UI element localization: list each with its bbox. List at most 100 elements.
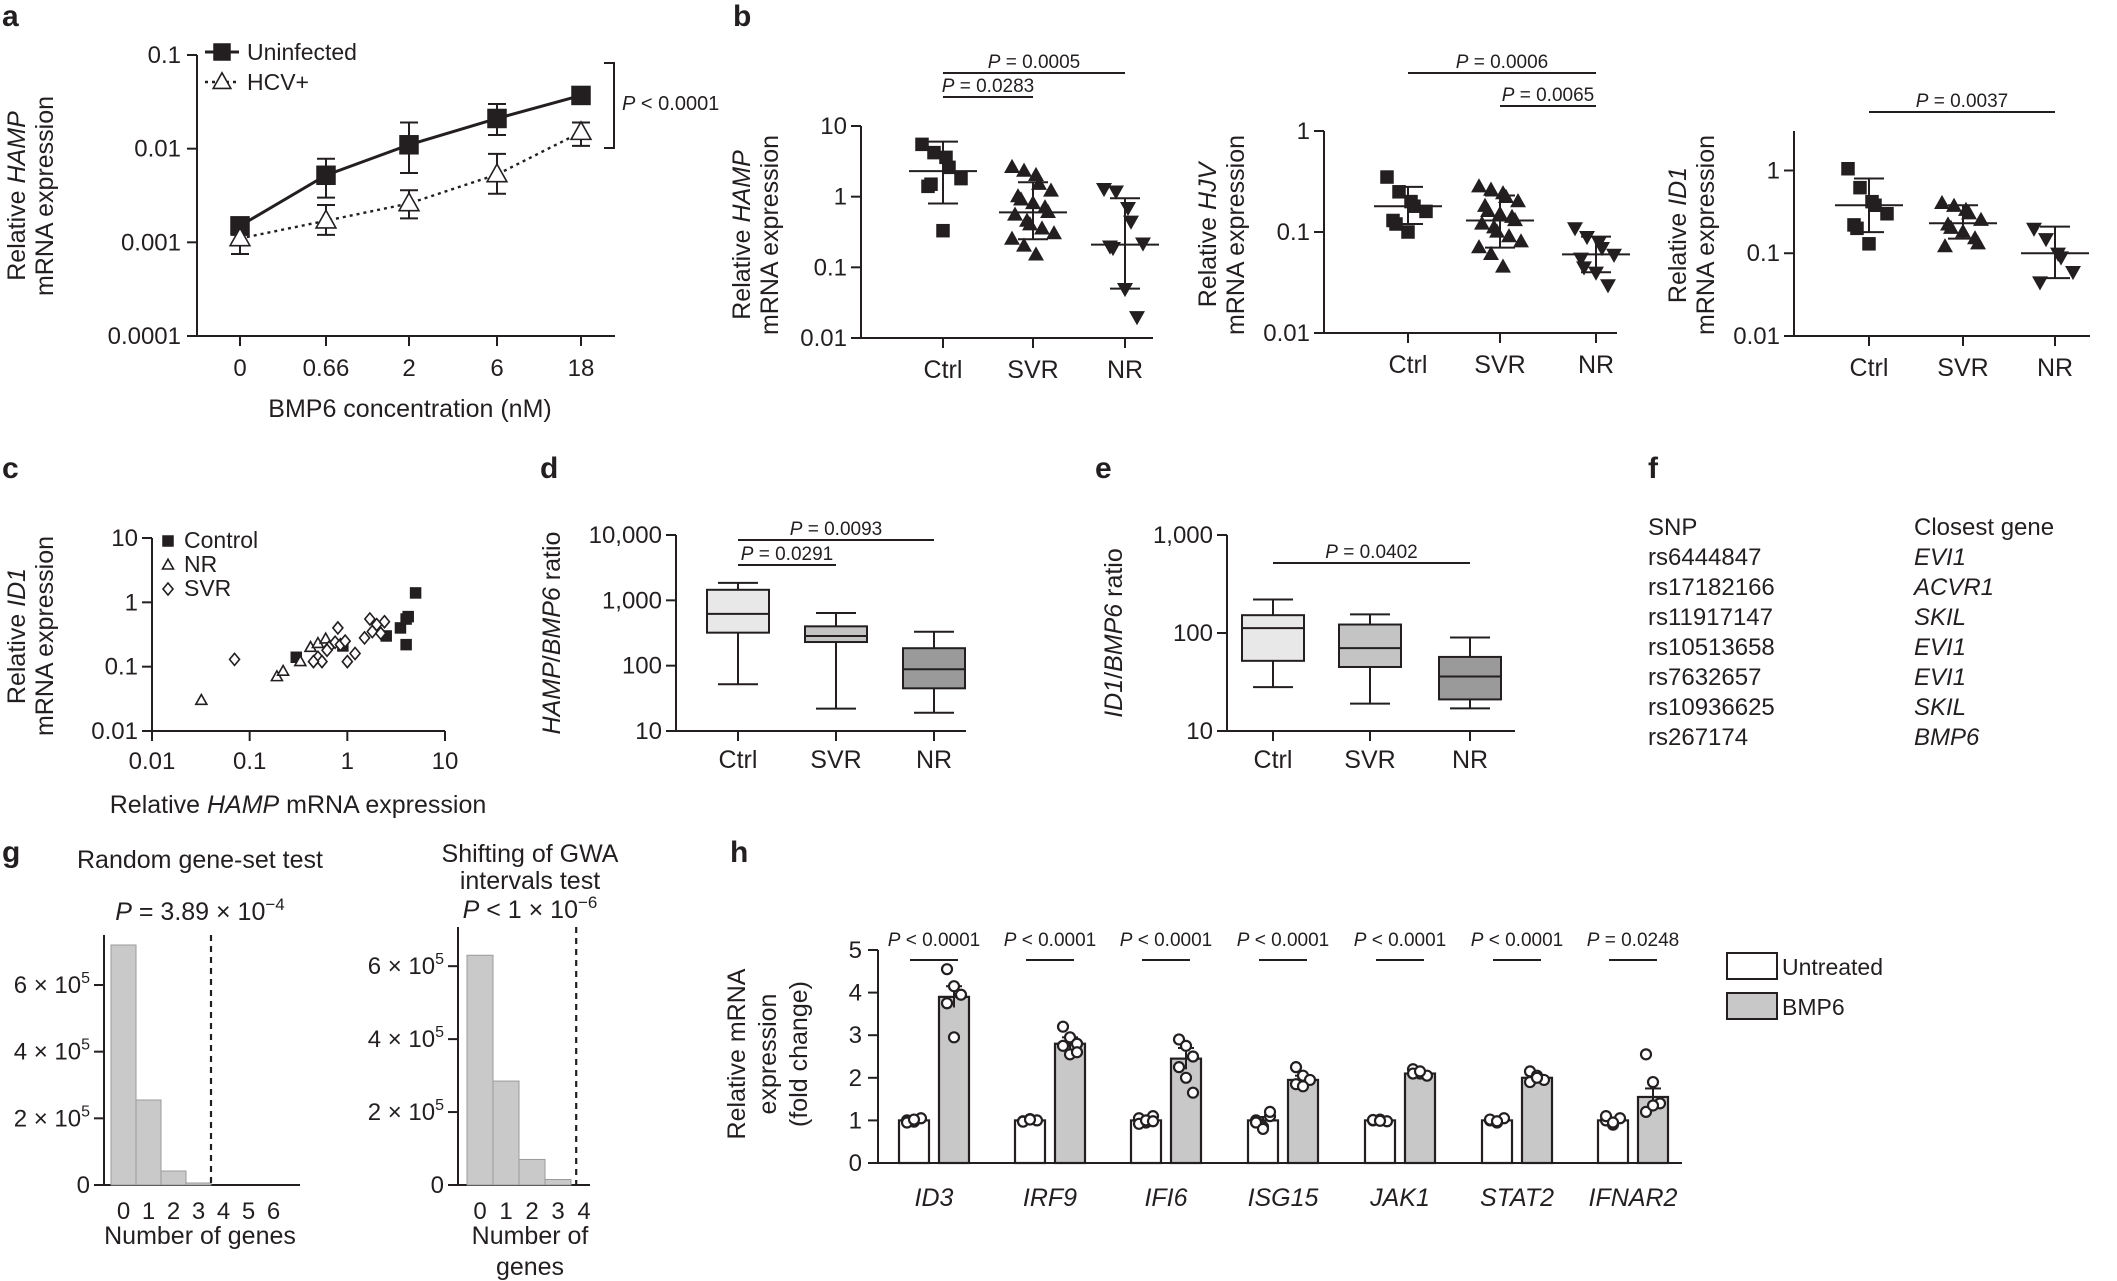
p-value-label: P = 0.0006 (1456, 52, 1548, 73)
legend-label: HCV+ (247, 69, 309, 95)
snp-cell: rs10936625 (1648, 694, 1775, 721)
x-tick-label: 0 (117, 1198, 130, 1225)
histogram-bar (518, 1158, 546, 1186)
data-point (402, 610, 414, 623)
histogram-bar (110, 944, 137, 1186)
data-point (915, 137, 929, 152)
y-tick-label: 10 (820, 113, 847, 140)
data-point (228, 226, 252, 247)
panel-d-boxplot: 10,000 1,000 100 10 Ctrl SVR NR HAMP/BMP6 ratio… (538, 519, 966, 774)
gene-cell: EVI1 (1914, 544, 1966, 571)
data-point (339, 633, 352, 649)
data-point (1483, 245, 1499, 261)
y-axis-label-line2: mRNA expression (1222, 135, 1250, 335)
y-axis-label-line2: mRNA expression (1692, 135, 1720, 335)
x-tick-label: NR (916, 746, 952, 774)
y-tick-label: 1,000 (602, 587, 662, 614)
data-point (1186, 1086, 1200, 1099)
data-point (2065, 266, 2081, 281)
data-point (315, 654, 329, 669)
bmp6-bar (1520, 1076, 1554, 1165)
data-point (940, 997, 954, 1010)
x-tick-label: Ctrl (1389, 351, 1428, 379)
untreated-bar (1363, 1119, 1397, 1165)
snp-cell: rs267174 (1648, 724, 1748, 751)
data-point (321, 642, 334, 658)
gene-cell: SKIL (1914, 604, 1966, 631)
data-point (1507, 211, 1523, 227)
panel-h-bar-chart: 0 1 2 3 4 5 Relative mRNA expression (fold chang… (723, 930, 1883, 1212)
y-axis-label: Relative mRNA (723, 968, 751, 1139)
x-tick-label: SVR (810, 746, 861, 774)
data-point (1016, 162, 1032, 177)
data-point (2038, 233, 2054, 248)
gene-cell: EVI1 (1914, 634, 1966, 661)
y-tick-label: 0.1 (814, 254, 847, 281)
data-point (1576, 261, 1592, 276)
data-point (1606, 1116, 1620, 1129)
box (1438, 655, 1502, 701)
data-point (1973, 211, 1989, 226)
chart-subtitle: P < 1 × 10−6 (463, 893, 598, 924)
legend-swatch (1726, 992, 1778, 1020)
data-point (358, 630, 371, 646)
y-tick-label: 10,000 (589, 522, 662, 549)
data-point (1639, 1048, 1653, 1061)
data-point (907, 1113, 921, 1126)
bmp6-bar (1053, 1042, 1087, 1165)
panel-label-g: g (2, 836, 20, 869)
data-point (1841, 161, 1855, 176)
data-point (1034, 220, 1050, 235)
panel-c-correlation-scatter: 10 1 0.1 0.01 0.01 0.1 1 10 Relative HAMP mRNA e… (3, 525, 486, 819)
data-point (1040, 203, 1056, 218)
y-axis-label: Relative ID1 (1664, 167, 1692, 303)
data-point (1646, 1099, 1660, 1112)
panel-e-boxplot: 1,000 100 10 Ctrl SVR NR ID1/BMP6 ratio P = 0.0… (1100, 522, 1515, 774)
p-value-label: P = 0.0283 (942, 76, 1034, 97)
data-point (1028, 246, 1044, 261)
x-tick-label: 0.66 (303, 355, 350, 382)
y-tick-label: 0.1 (148, 42, 181, 69)
y-tick-label: 1,000 (1153, 522, 1213, 549)
x-tick-label: 6 (267, 1198, 280, 1225)
data-point (314, 208, 338, 229)
y-tick-label: 4 (849, 980, 862, 1007)
gene-cell: SKIL (1914, 694, 1966, 721)
legend-marker (161, 557, 175, 570)
y-tick-label: 0.1 (1747, 240, 1780, 267)
legend-label: BMP6 (1782, 994, 1845, 1020)
data-point (1096, 183, 1112, 198)
panel-label-a: a (2, 0, 19, 33)
data-point (316, 165, 336, 186)
x-tick-label: IRF9 (1023, 1184, 1077, 1212)
data-point (1480, 202, 1496, 217)
data-point (485, 162, 509, 183)
y-axis-label: Relative HAMP (3, 111, 31, 281)
y-axis-label: HAMP/BMP6 ratio (538, 532, 566, 735)
histogram-bar (160, 1170, 187, 1186)
series-line (239, 131, 582, 240)
x-tick-label: Ctrl (924, 356, 963, 384)
histogram-bar (185, 1182, 212, 1186)
data-point (349, 646, 362, 661)
data-point (1513, 233, 1529, 248)
panel-b-hjv-scatter: 1 0.1 0.01 Ctrl SVR NR Relative HJV mRNA expres… (1194, 52, 1630, 379)
data-point (1070, 1046, 1084, 1059)
y-tick-label: 100 (622, 653, 662, 680)
y-tick-label: 1 (1297, 118, 1310, 145)
p-value-label: P = 0.0402 (1325, 542, 1417, 563)
panel-b-id1-scatter: 1 0.1 0.01 Ctrl SVR NR Relative ID1 mRNA expres… (1664, 91, 2090, 382)
data-point (1471, 239, 1487, 254)
x-tick-label: 3 (551, 1198, 564, 1225)
legend-label: Control (184, 527, 258, 553)
bmp6-bar (1403, 1072, 1437, 1165)
panel-label-e: e (1095, 452, 1112, 485)
legend-label: Uninfected (247, 39, 357, 65)
data-point (1013, 191, 1029, 206)
data-point (1401, 225, 1415, 239)
data-point (1853, 180, 1867, 195)
data-point (1056, 1039, 1070, 1052)
data-point (1186, 1050, 1200, 1063)
data-point (1530, 1071, 1544, 1084)
